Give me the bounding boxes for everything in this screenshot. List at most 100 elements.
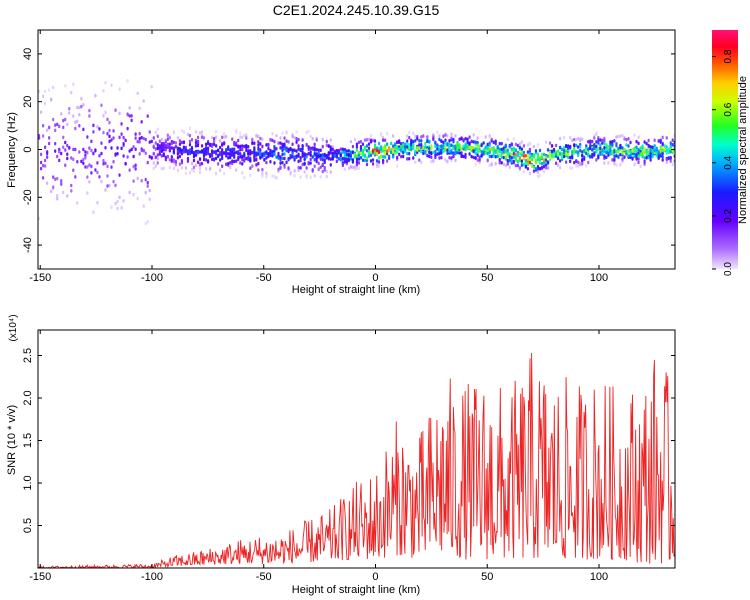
heatmap-cell: [637, 135, 640, 139]
heatmap-cell: [265, 171, 268, 176]
heatmap-cell: [556, 149, 560, 153]
heatmap-cell: [526, 157, 530, 161]
heatmap-cell: [470, 139, 473, 144]
heatmap-cell: [42, 176, 45, 180]
heatmap-cell: [321, 162, 324, 167]
y-tick-label: 1.5: [22, 433, 34, 448]
heatmap-cell: [215, 135, 218, 139]
heatmap-cell: [164, 138, 167, 143]
heatmap-cell: [299, 166, 302, 170]
heatmap-cell: [649, 148, 652, 153]
heatmap-cell: [283, 156, 286, 161]
heatmap-cell: [581, 150, 584, 154]
heatmap-cell: [158, 148, 161, 153]
heatmap-cell: [291, 142, 294, 146]
heatmap-cell: [591, 152, 594, 157]
heatmap-cell: [532, 155, 536, 159]
heatmap-cell: [371, 138, 375, 143]
heatmap-cell: [160, 166, 163, 171]
heatmap-cell: [241, 147, 244, 152]
heatmap-cell: [54, 149, 57, 153]
heatmap-cell: [343, 160, 346, 164]
heatmap-cell: [414, 160, 417, 165]
heatmap-cell: [150, 85, 153, 89]
heatmap-cell: [152, 152, 155, 156]
heatmap-cell: [371, 162, 375, 166]
heatmap-cell: [335, 155, 338, 159]
heatmap-cell: [530, 154, 534, 158]
heatmap-cell: [365, 162, 369, 167]
heatmap-cell: [241, 135, 244, 140]
heatmap-cell: [504, 143, 507, 148]
x-tick-label: 50: [481, 571, 493, 583]
heatmap-cell: [128, 190, 131, 195]
heatmap-cell: [208, 154, 212, 159]
heatmap-cell: [603, 149, 606, 153]
heatmap-cell: [337, 149, 340, 153]
heatmap-cell: [184, 171, 188, 176]
heatmap-cell: [462, 138, 465, 142]
heatmap-cell: [486, 145, 489, 150]
heatmap-cell: [229, 148, 232, 152]
heatmap-cell: [235, 159, 238, 163]
heatmap-cell: [64, 140, 67, 145]
heatmap-cell: [386, 159, 389, 163]
heatmap-cell: [186, 150, 190, 154]
heatmap-cell: [327, 151, 330, 155]
heatmap-cell: [132, 192, 135, 197]
heatmap-cell: [349, 139, 352, 144]
heatmap-cell: [305, 142, 308, 147]
heatmap-cell: [213, 150, 216, 155]
heatmap-cell: [178, 139, 182, 143]
heatmap-cell: [170, 141, 173, 146]
heatmap-cell: [301, 138, 304, 142]
heatmap-cell: [239, 161, 242, 165]
heatmap-cell: [512, 137, 515, 141]
heatmap-cell: [329, 170, 332, 174]
heatmap-cell: [667, 148, 670, 152]
heatmap-cell: [243, 159, 246, 163]
heatmap-cell: [603, 141, 606, 146]
heatmap-cell: [279, 141, 282, 145]
heatmap-cell: [611, 142, 614, 147]
heatmap-cell: [410, 141, 413, 146]
heatmap-cell: [569, 159, 572, 164]
heatmap-cell: [633, 154, 636, 158]
heatmap-cell: [522, 162, 525, 167]
heatmap-cell: [168, 158, 171, 162]
heatmap-cell: [142, 148, 145, 153]
heatmap-cell: [526, 162, 530, 166]
heatmap-cell: [430, 155, 433, 160]
heatmap-cell: [78, 123, 81, 128]
heatmap-cell: [271, 138, 274, 143]
heatmap-cell: [106, 132, 109, 136]
heatmap-cell: [188, 133, 192, 138]
heatmap-cell: [506, 152, 509, 156]
heatmap-cell: [255, 158, 258, 162]
heatmap-cell: [470, 146, 473, 151]
heatmap-cell: [438, 134, 441, 138]
heatmap-cell: [309, 146, 312, 151]
x-tick-label: -100: [141, 272, 163, 284]
heatmap-cell: [400, 149, 403, 153]
heatmap-cell: [512, 155, 515, 159]
heatmap-cell: [148, 197, 151, 202]
heatmap-cell: [94, 149, 97, 153]
heatmap-cell: [474, 147, 477, 152]
heatmap-cell: [534, 167, 538, 171]
heatmap-cell: [257, 134, 260, 139]
heatmap-cell: [293, 155, 296, 160]
heatmap-cell: [367, 142, 371, 146]
heatmap-cell: [516, 160, 519, 164]
heatmap-cell: [190, 150, 194, 154]
heatmap-cell: [671, 162, 674, 167]
heatmap-cell: [293, 148, 296, 153]
heatmap-cell: [464, 155, 467, 159]
heatmap-cell: [158, 146, 161, 150]
heatmap-cell: [613, 139, 616, 143]
heatmap-cell: [605, 143, 608, 147]
heatmap-cell: [239, 152, 242, 156]
heatmap-cell: [122, 141, 125, 146]
heatmap-cell: [271, 154, 274, 158]
y-tick-label: 0: [22, 146, 34, 152]
